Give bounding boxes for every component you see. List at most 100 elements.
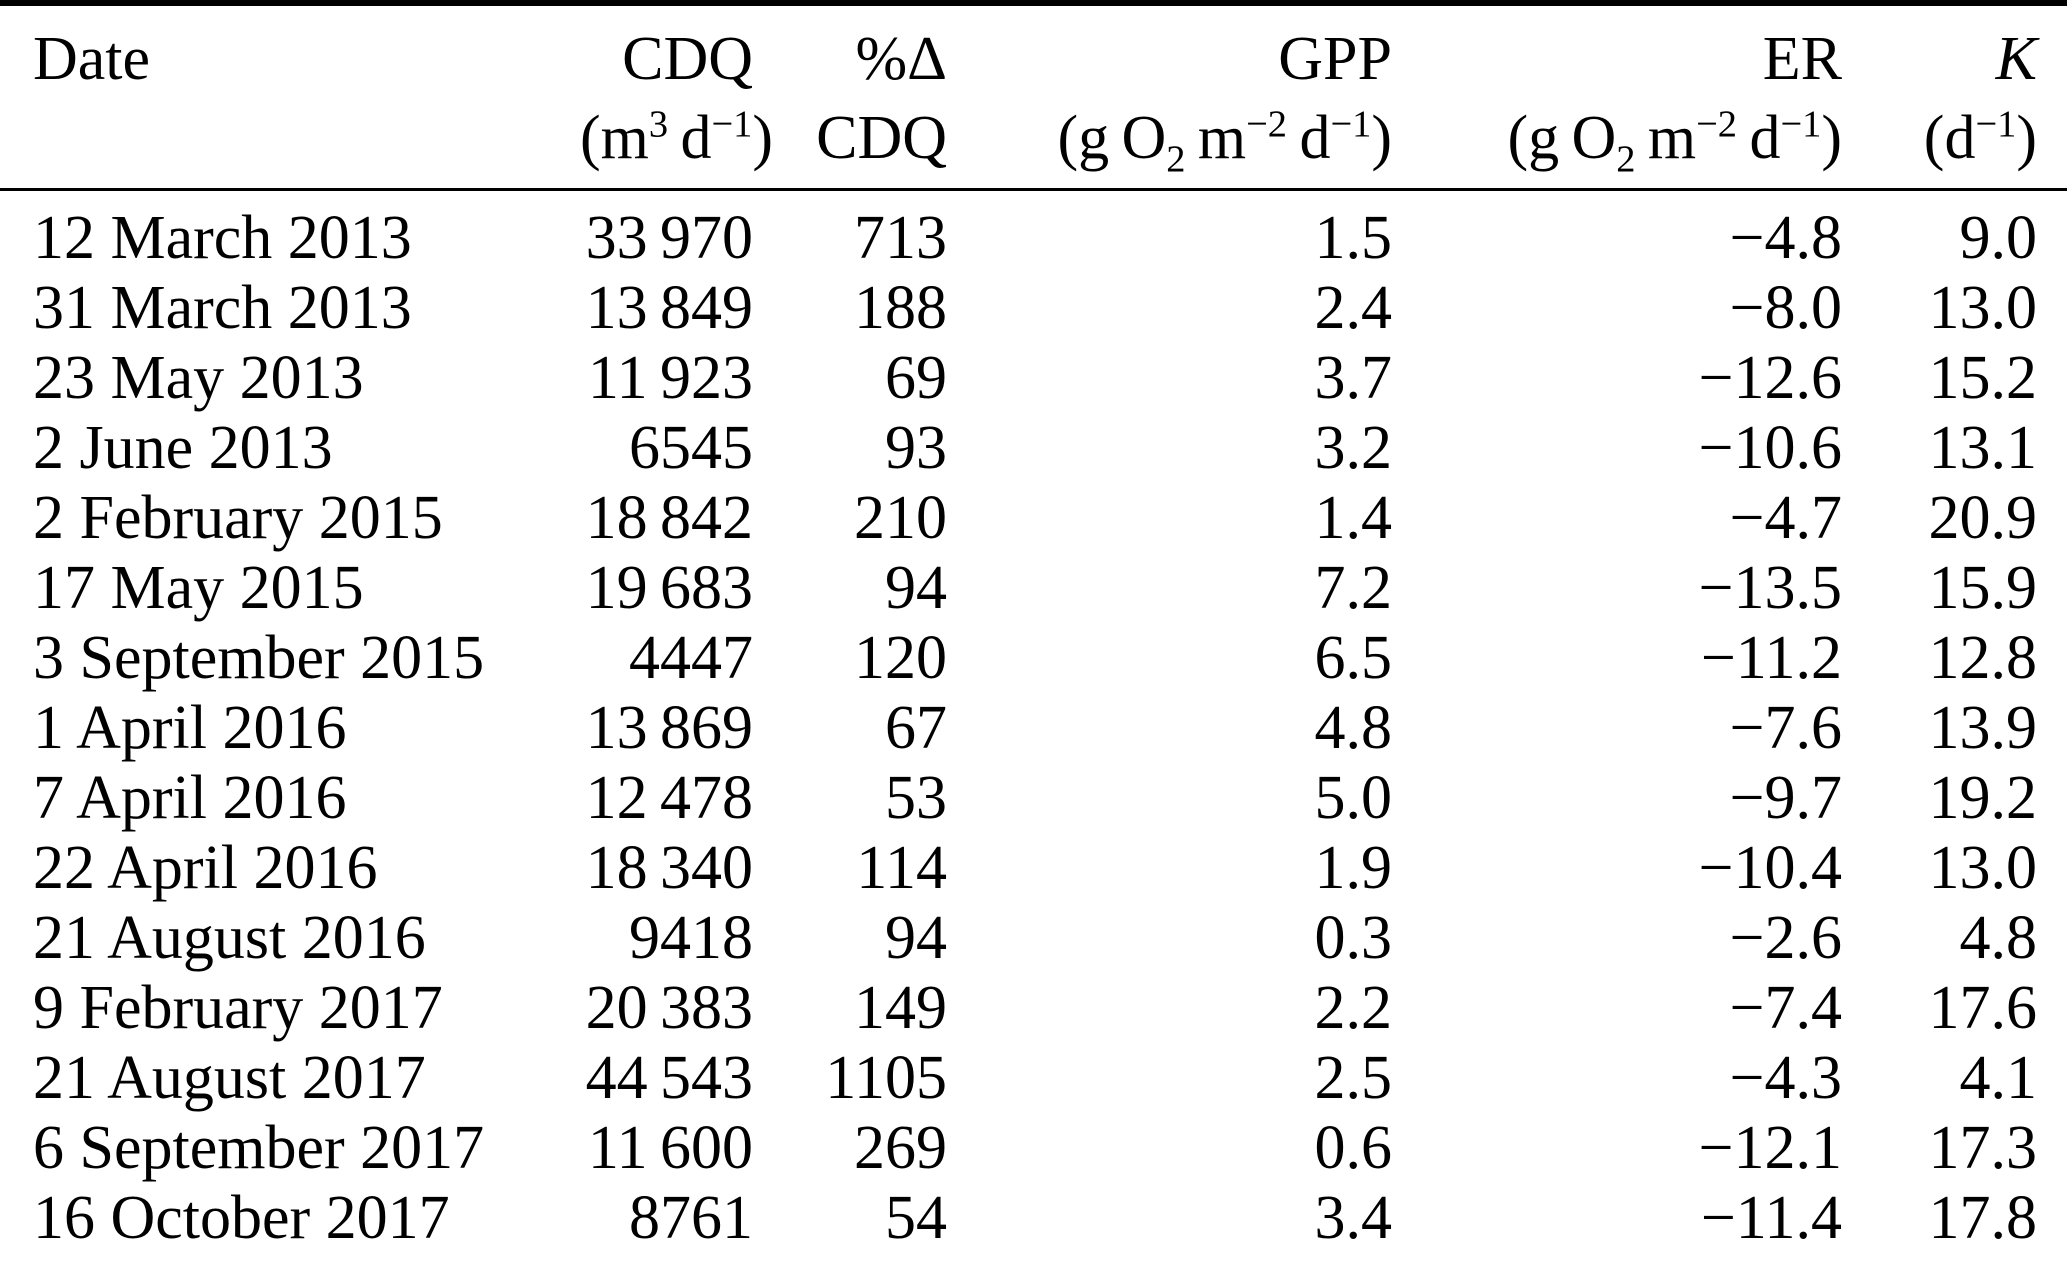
cell-date: 2 June 2013 bbox=[33, 414, 333, 482]
cell-er: −7.6 bbox=[1729, 694, 1842, 762]
table-body: 12 March 2013 33 970 713 1.5 −4.8 9.0 31 March… bbox=[0, 190, 2067, 1269]
cell-gpp: 5.0 bbox=[1314, 764, 1393, 832]
cell-gpp: 1.9 bbox=[1314, 834, 1393, 902]
cell-k: 13.0 bbox=[1928, 274, 2038, 342]
cell-gpp: 3.7 bbox=[1314, 344, 1393, 412]
cell-pct-delta-cdq: 67 bbox=[885, 694, 947, 762]
table-row: 22 April 2016 18 340 114 1.9 −10.4 13.0 bbox=[0, 833, 2067, 903]
cell-pct-delta-cdq: 69 bbox=[885, 344, 947, 412]
col-header-cdq: CDQ bbox=[622, 25, 753, 93]
cell-date: 1 April 2016 bbox=[33, 694, 347, 762]
cell-k: 20.9 bbox=[1928, 484, 2038, 552]
table-header: Date CDQ %Δ GPP ER K (m3 d−1) CDQ (g O2 … bbox=[0, 3, 2067, 190]
unit-cdq: (m3 d−1) bbox=[580, 103, 774, 172]
cell-date: 2 February 2015 bbox=[33, 484, 443, 552]
cell-pct-delta-cdq: 120 bbox=[854, 624, 947, 692]
cell-cdq: 18 340 bbox=[585, 834, 753, 902]
cell-cdq: 12 478 bbox=[585, 764, 753, 832]
cell-pct-delta-cdq: 713 bbox=[854, 204, 947, 272]
table-row: 1 April 2016 13 869 67 4.8 −7.6 13.9 bbox=[0, 693, 2067, 763]
table-row: 31 March 2013 13 849 188 2.4 −8.0 13.0 bbox=[0, 273, 2067, 343]
col-header-er: ER bbox=[1762, 25, 1842, 93]
cell-cdq: 11 923 bbox=[587, 344, 753, 412]
cell-k: 4.8 bbox=[1959, 904, 2038, 972]
cell-date: 23 May 2013 bbox=[33, 344, 364, 412]
cell-er: −10.4 bbox=[1698, 834, 1842, 902]
cell-pct-delta-cdq: 114 bbox=[856, 834, 947, 902]
table-row: 17 May 2015 19 683 94 7.2 −13.5 15.9 bbox=[0, 553, 2067, 623]
cell-gpp: 1.5 bbox=[1314, 204, 1393, 272]
cell-er: −2.6 bbox=[1729, 904, 1842, 972]
cell-k: 17.8 bbox=[1928, 1184, 2038, 1252]
cell-gpp: 3.4 bbox=[1314, 1184, 1393, 1252]
cell-k: 15.9 bbox=[1928, 554, 2038, 622]
col-header-gpp: GPP bbox=[1278, 25, 1392, 93]
cell-pct-delta-cdq: 210 bbox=[854, 484, 947, 552]
cell-cdq: 4447 bbox=[629, 624, 753, 692]
cell-cdq: 13 869 bbox=[585, 694, 753, 762]
col-header-date: Date bbox=[33, 25, 151, 93]
unit-er: (g O2 m−2 d−1) bbox=[1507, 103, 1842, 181]
cell-date: 7 April 2016 bbox=[33, 764, 347, 832]
cell-er: −13.5 bbox=[1698, 554, 1842, 622]
cell-k: 4.1 bbox=[1959, 1044, 2038, 1112]
cell-cdq: 6545 bbox=[629, 414, 753, 482]
cell-gpp: 3.2 bbox=[1314, 414, 1393, 482]
cell-k: 17.6 bbox=[1928, 974, 2038, 1042]
unit-pct-delta-cdq: CDQ bbox=[816, 104, 947, 172]
cell-pct-delta-cdq: 149 bbox=[854, 974, 947, 1042]
cell-er: −9.7 bbox=[1729, 764, 1842, 832]
cell-cdq: 9418 bbox=[629, 904, 753, 972]
cell-pct-delta-cdq: 269 bbox=[854, 1114, 947, 1182]
unit-k: (d−1) bbox=[1923, 103, 2037, 172]
cell-k: 17.3 bbox=[1928, 1114, 2038, 1182]
table-row: 3 September 2015 4447 120 6.5 −11.2 12.8 bbox=[0, 623, 2067, 693]
cell-pct-delta-cdq: 188 bbox=[854, 274, 947, 342]
cell-gpp: 0.3 bbox=[1314, 904, 1393, 972]
cell-date: 3 September 2015 bbox=[33, 624, 485, 692]
cell-er: −12.6 bbox=[1698, 344, 1842, 412]
cell-k: 13.0 bbox=[1928, 834, 2038, 902]
cell-k: 9.0 bbox=[1959, 204, 2038, 272]
cell-pct-delta-cdq: 93 bbox=[885, 414, 947, 482]
cell-gpp: 4.8 bbox=[1314, 694, 1393, 762]
cell-cdq: 18 842 bbox=[585, 484, 753, 552]
cell-date: 22 April 2016 bbox=[33, 834, 378, 902]
unit-gpp: (g O2 m−2 d−1) bbox=[1057, 103, 1392, 181]
cell-cdq: 19 683 bbox=[585, 554, 753, 622]
cell-gpp: 7.2 bbox=[1314, 554, 1393, 622]
cell-cdq: 44 543 bbox=[585, 1044, 753, 1112]
col-header-pct-delta-cdq: %Δ bbox=[855, 25, 947, 93]
cell-date: 21 August 2017 bbox=[33, 1044, 426, 1112]
cell-er: −12.1 bbox=[1698, 1114, 1842, 1182]
cell-date: 16 October 2017 bbox=[33, 1184, 450, 1252]
unit-date bbox=[0, 98, 580, 190]
cell-k: 12.8 bbox=[1928, 624, 2038, 692]
cell-k: 19.2 bbox=[1928, 764, 2038, 832]
cell-gpp: 6.5 bbox=[1314, 624, 1393, 692]
table-row: 6 September 2017 11 600 269 0.6 −12.1 17.3 bbox=[0, 1113, 2067, 1183]
cell-pct-delta-cdq: 94 bbox=[885, 554, 947, 622]
cell-pct-delta-cdq: 1105 bbox=[825, 1044, 947, 1112]
table-row: 21 August 2016 9418 94 0.3 −2.6 4.8 bbox=[0, 903, 2067, 973]
cell-date: 9 February 2017 bbox=[33, 974, 443, 1042]
table-row: 21 August 2017 44 543 1105 2.5 −4.3 4.1 bbox=[0, 1043, 2067, 1113]
cell-er: −11.2 bbox=[1700, 624, 1842, 692]
cell-er: −4.3 bbox=[1729, 1044, 1842, 1112]
cell-cdq: 8761 bbox=[629, 1184, 753, 1252]
cell-cdq: 11 600 bbox=[587, 1114, 753, 1182]
cell-gpp: 0.6 bbox=[1314, 1114, 1393, 1182]
cell-gpp: 1.4 bbox=[1314, 484, 1393, 552]
cell-pct-delta-cdq: 53 bbox=[885, 764, 947, 832]
cell-er: −11.4 bbox=[1700, 1184, 1842, 1252]
header-unit-row: (m3 d−1) CDQ (g O2 m−2 d−1) (g O2 m−2 d−… bbox=[0, 98, 2067, 190]
cell-date: 17 May 2015 bbox=[33, 554, 364, 622]
table-row: 9 February 2017 20 383 149 2.2 −7.4 17.6 bbox=[0, 973, 2067, 1043]
header-label-row: Date CDQ %Δ GPP ER K bbox=[0, 3, 2067, 98]
table-row: 23 May 2013 11 923 69 3.7 −12.6 15.2 bbox=[0, 343, 2067, 413]
table-row: 16 October 2017 8761 54 3.4 −11.4 17.8 bbox=[0, 1183, 2067, 1269]
table-row: 2 February 2015 18 842 210 1.4 −4.7 20.9 bbox=[0, 483, 2067, 553]
cell-date: 31 March 2013 bbox=[33, 274, 412, 342]
